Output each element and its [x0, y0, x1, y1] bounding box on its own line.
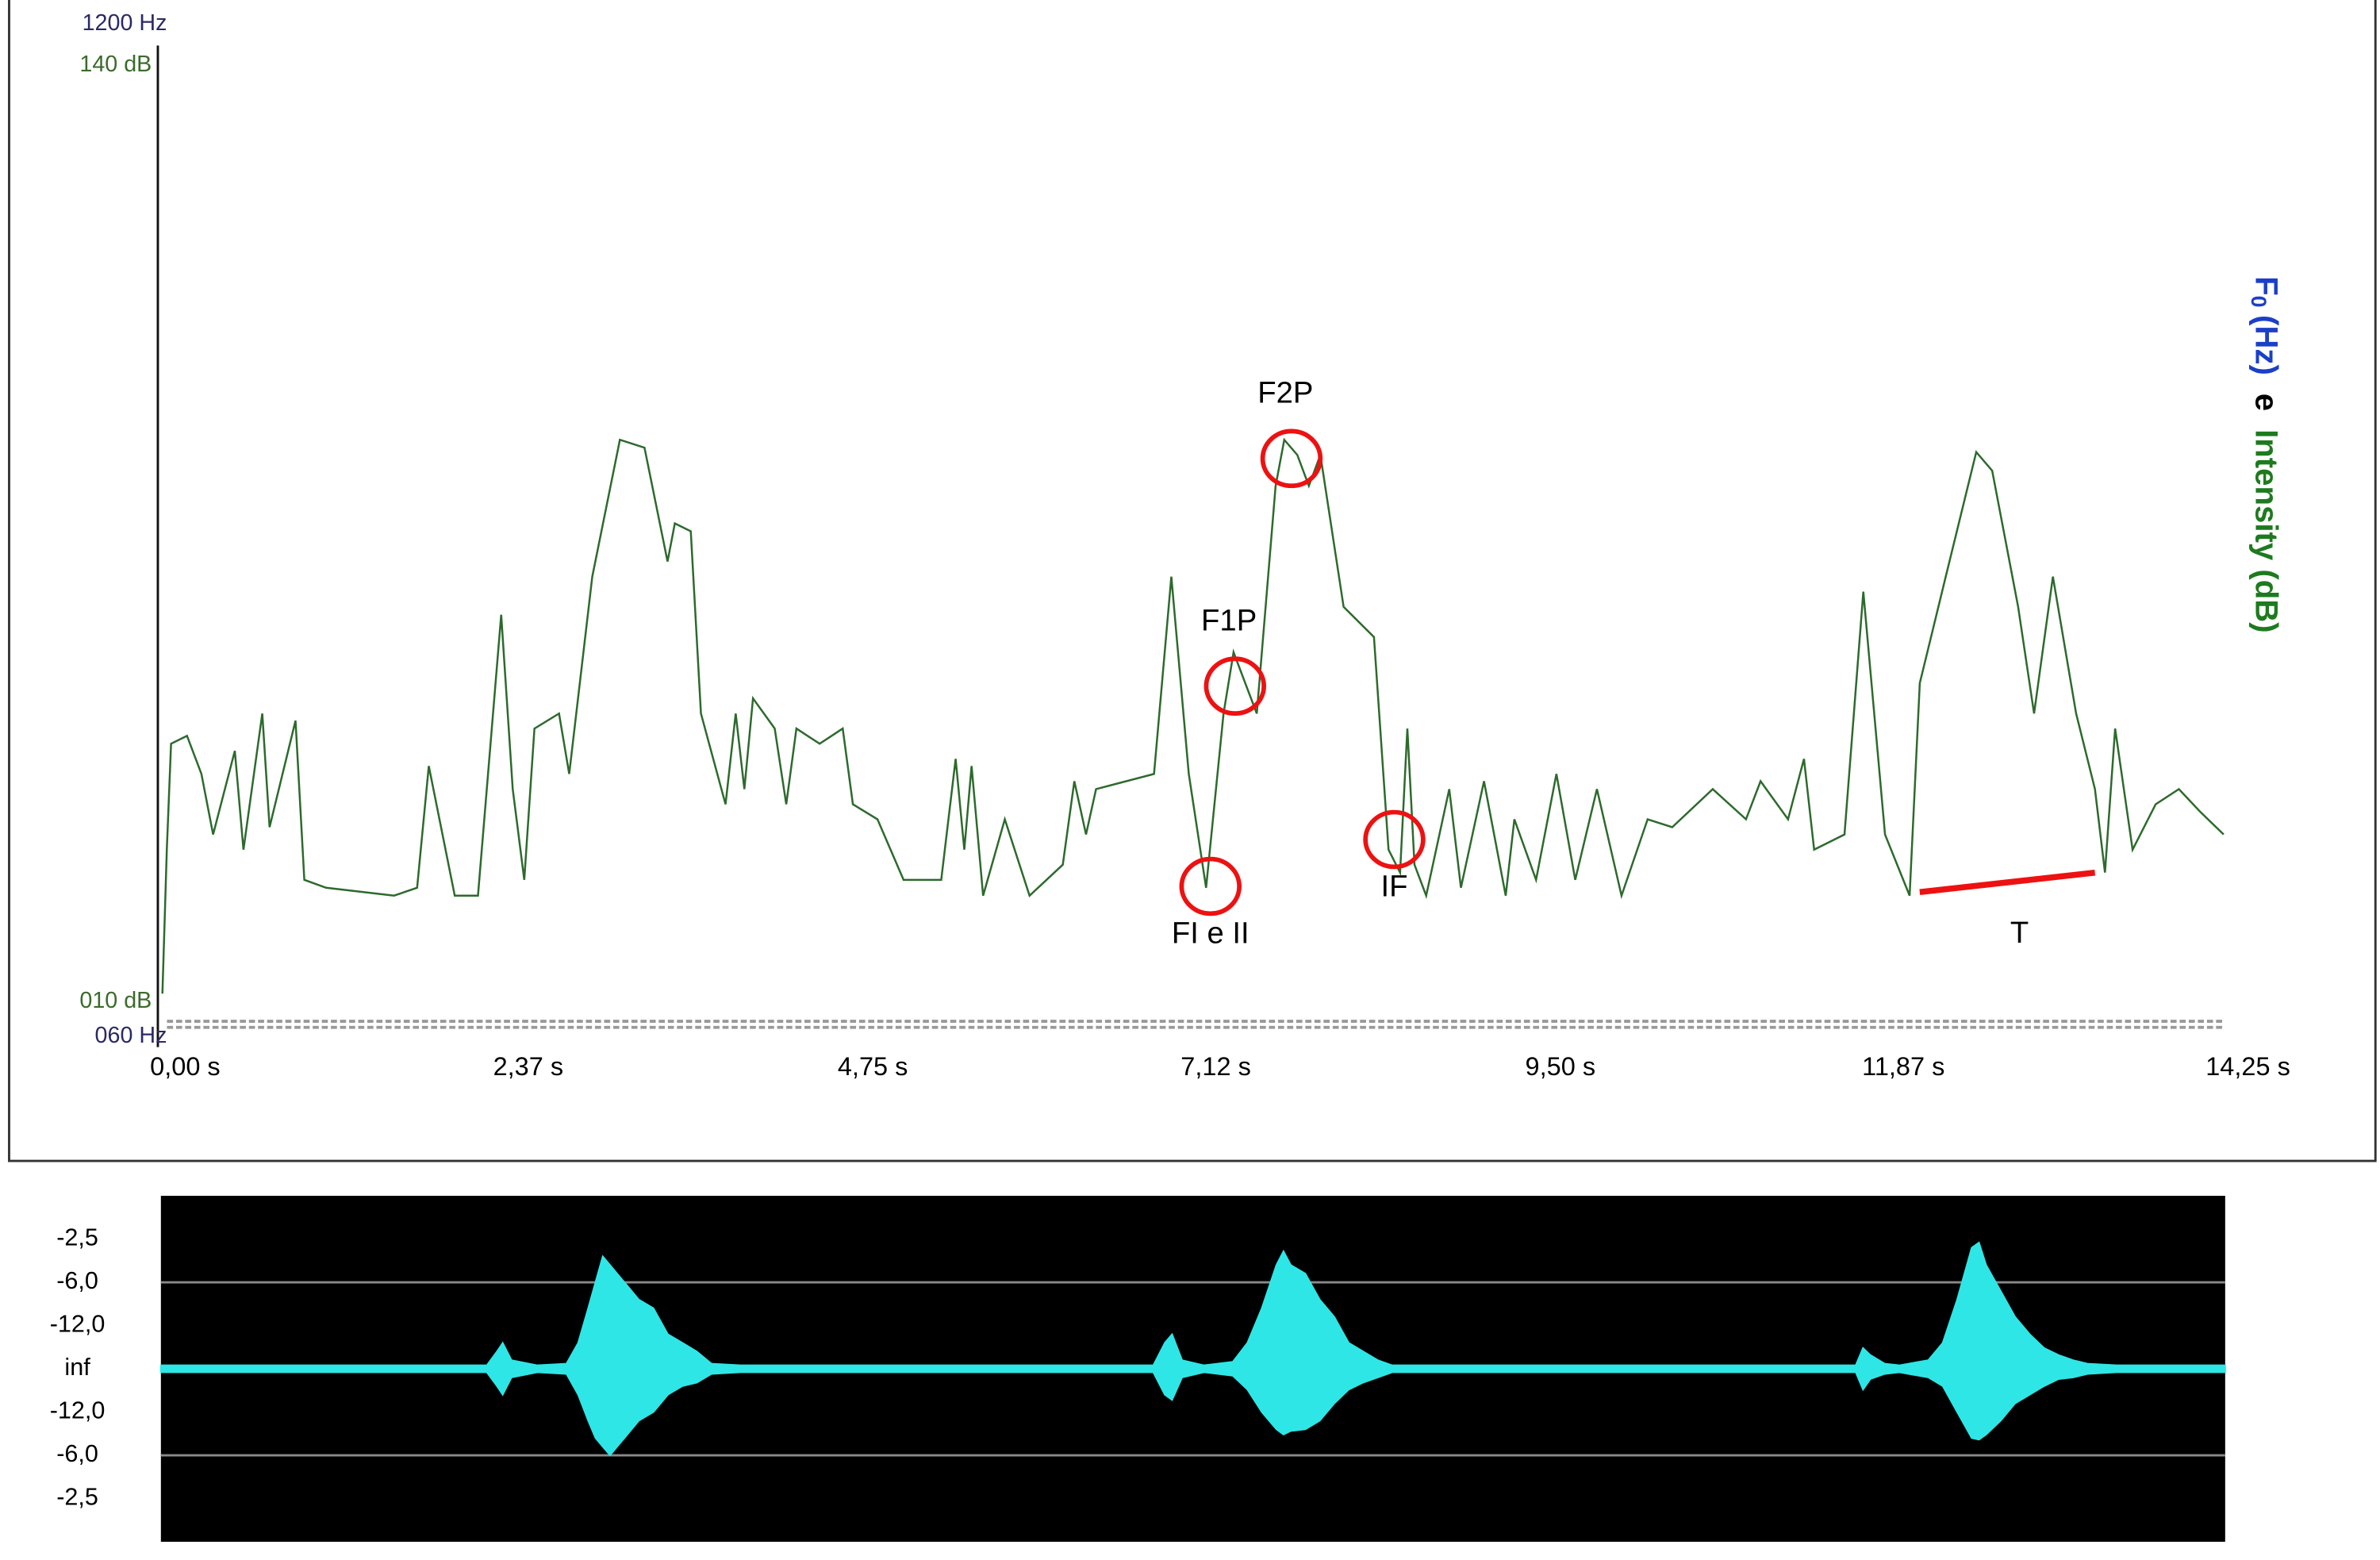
- annotation-label: IF: [1380, 869, 1407, 903]
- annotation-label: F1P: [1201, 603, 1257, 637]
- x-tick-label: 2,37 s: [493, 1052, 564, 1081]
- axis-title: F0 (Hz) e Intensity (dB): [2247, 276, 2285, 633]
- y-tick-label: 010 dB: [79, 988, 152, 1013]
- y-tick-label: -2,5: [56, 1484, 98, 1511]
- annotation-circle: [1203, 656, 1267, 716]
- x-tick-label: 14,25 s: [2205, 1052, 2290, 1081]
- x-tick-label: 7,12 s: [1180, 1052, 1251, 1081]
- annotation-label: F2P: [1257, 376, 1313, 410]
- annotation-circle: [1260, 428, 1323, 489]
- trend-line: [1919, 869, 2096, 896]
- waveform-envelope: [159, 1241, 2226, 1370]
- axis-title-part: 0: [2247, 296, 2271, 308]
- y-tick-label: -12,0: [50, 1311, 106, 1338]
- x-tick-label: 11,87 s: [1862, 1052, 1944, 1081]
- axis-title-part: F: [2249, 276, 2285, 296]
- x-tick-label: 9,50 s: [1526, 1052, 1596, 1081]
- annotation-circle: [1363, 809, 1426, 870]
- axis-title-part: e: [2249, 394, 2285, 411]
- y2-tick-label: 1200 Hz: [83, 10, 167, 36]
- y-tick-label: inf: [64, 1354, 90, 1381]
- y-tick-label: 140 dB: [79, 52, 152, 77]
- panel-frame: [8, 0, 2377, 1162]
- y-tick-label: -6,0: [56, 1267, 98, 1294]
- axis-title-part: Intensity (dB): [2249, 429, 2285, 632]
- y-tick-label: -2,5: [56, 1224, 98, 1251]
- y2-tick-label: 060 Hz: [95, 1023, 167, 1048]
- trend-label: T: [2010, 916, 2029, 950]
- y-tick-label: -12,0: [50, 1397, 106, 1424]
- y-tick-label: -6,0: [56, 1440, 98, 1467]
- waveform-envelope: [159, 1368, 2226, 1457]
- intensity-line: [161, 437, 2225, 994]
- axis-title-part: (Hz): [2249, 315, 2285, 375]
- annotation-label: FI e II: [1172, 916, 1250, 950]
- annotation-circle: [1179, 856, 1242, 916]
- x-tick-label: 0,00 s: [150, 1052, 221, 1081]
- x-tick-label: 4,75 s: [838, 1052, 908, 1081]
